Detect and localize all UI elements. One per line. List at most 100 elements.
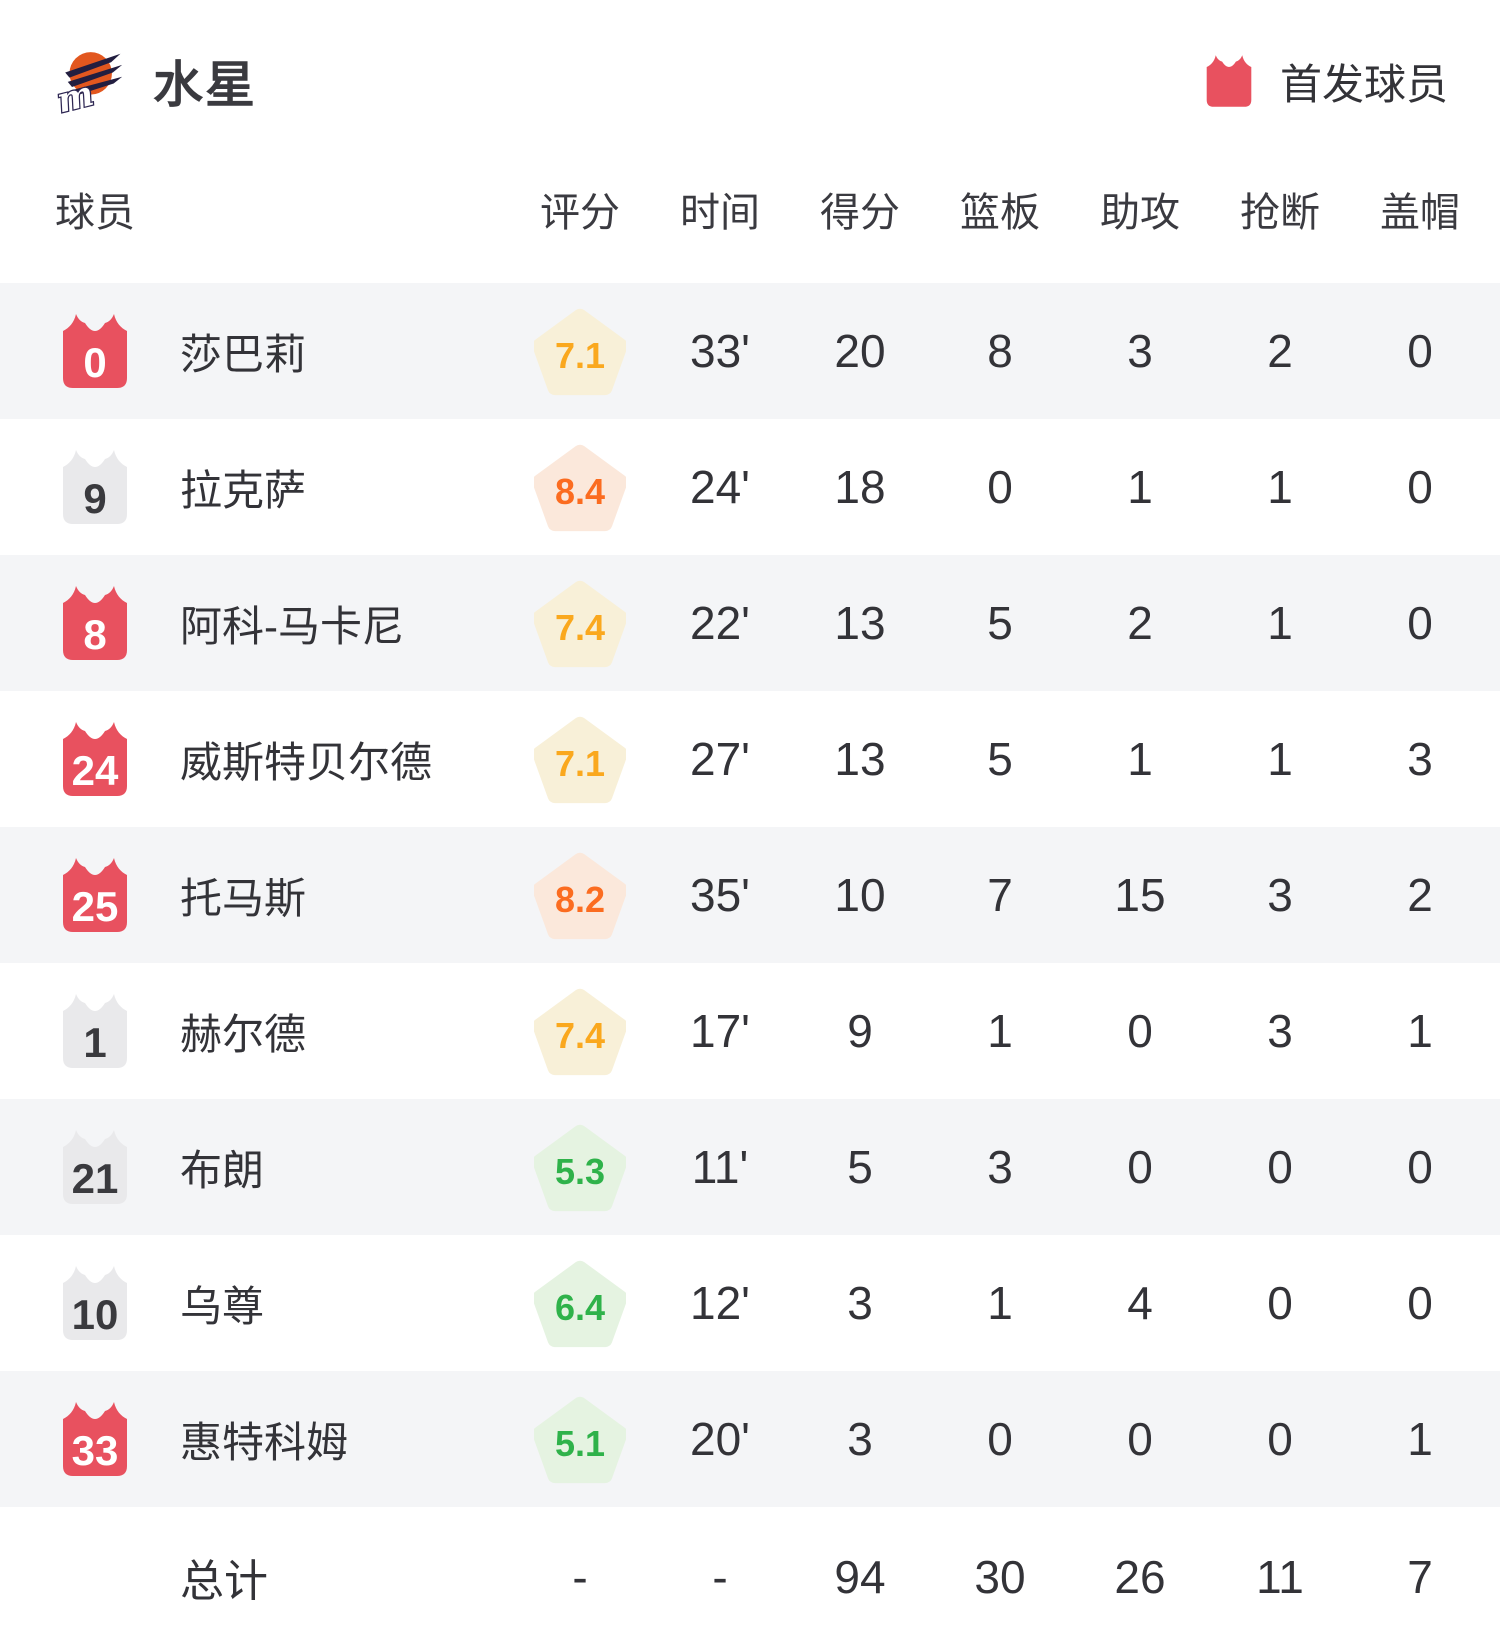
rating-badge: 5.1 bbox=[534, 1394, 626, 1484]
player-row[interactable]: 0 莎巴莉 7.1 33' 20 8 3 2 0 bbox=[0, 283, 1500, 419]
jersey-icon bbox=[63, 450, 127, 524]
col-header-blocks: 盖帽 bbox=[1380, 191, 1460, 235]
rating-value: 5.1 bbox=[554, 1423, 606, 1464]
jersey-number: 21 bbox=[71, 1155, 119, 1202]
rebounds-value: 1 bbox=[987, 1005, 1013, 1057]
assists-value: 1 bbox=[1127, 461, 1153, 513]
jersey-icon bbox=[63, 586, 127, 660]
player-table: 0 莎巴莉 7.1 33' 20 8 3 2 0 9 bbox=[0, 283, 1500, 1507]
rebounds-value: 8 bbox=[987, 325, 1013, 377]
jersey-badge: 24 bbox=[62, 721, 128, 797]
assists-value: 1 bbox=[1127, 733, 1153, 785]
jersey-number: 0 bbox=[83, 339, 107, 386]
player-name: 莎巴莉 bbox=[180, 330, 307, 378]
steals-value: 0 bbox=[1267, 1413, 1293, 1465]
blocks-value: 0 bbox=[1407, 1141, 1433, 1193]
points-value: 5 bbox=[847, 1141, 873, 1193]
minutes-value: 20' bbox=[690, 1413, 750, 1465]
rating-value: 7.4 bbox=[554, 607, 606, 648]
points-value: 3 bbox=[847, 1413, 873, 1465]
points-value: 13 bbox=[834, 597, 886, 649]
player-row[interactable]: 33 惠特科姆 5.1 20' 3 0 0 0 1 bbox=[0, 1371, 1500, 1507]
rating-pentagon-icon bbox=[534, 716, 626, 804]
starter-legend: 首发球员 bbox=[1206, 51, 1448, 112]
points-value: 3 bbox=[847, 1277, 873, 1329]
totals-assists: 26 bbox=[1114, 1551, 1166, 1603]
jersey-badge: 1 bbox=[62, 993, 128, 1069]
rating-pentagon-icon bbox=[534, 1396, 626, 1484]
jersey-number: 1 bbox=[83, 1019, 107, 1066]
col-header-steals: 抢断 bbox=[1240, 191, 1320, 235]
assists-value: 4 bbox=[1127, 1277, 1153, 1329]
player-row[interactable]: 10 乌尊 6.4 12' 3 1 4 0 0 bbox=[0, 1235, 1500, 1371]
assists-value: 0 bbox=[1127, 1005, 1153, 1057]
blocks-value: 0 bbox=[1407, 597, 1433, 649]
jersey-icon bbox=[63, 722, 127, 796]
col-header-time: 时间 bbox=[680, 191, 760, 235]
rating-pentagon-icon bbox=[534, 852, 626, 940]
col-header-assists: 助攻 bbox=[1100, 191, 1180, 235]
blocks-value: 3 bbox=[1407, 733, 1433, 785]
jersey-icon bbox=[63, 994, 127, 1068]
totals-rebounds: 30 bbox=[974, 1551, 1026, 1603]
blocks-value: 0 bbox=[1407, 461, 1433, 513]
jersey-badge: 21 bbox=[62, 1129, 128, 1205]
rating-value: 7.1 bbox=[554, 335, 606, 376]
jersey-badge: 25 bbox=[62, 857, 128, 933]
rebounds-value: 0 bbox=[987, 461, 1013, 513]
totals-steals: 11 bbox=[1256, 1551, 1304, 1603]
minutes-value: 27' bbox=[690, 733, 750, 785]
points-value: 13 bbox=[834, 733, 886, 785]
points-value: 9 bbox=[847, 1005, 873, 1057]
points-value: 10 bbox=[834, 869, 886, 921]
jersey-icon bbox=[63, 1266, 127, 1340]
player-row[interactable]: 9 拉克萨 8.4 24' 18 0 1 1 0 bbox=[0, 419, 1500, 555]
minutes-value: 12' bbox=[690, 1277, 750, 1329]
player-name: 布朗 bbox=[180, 1146, 265, 1194]
player-row[interactable]: 25 托马斯 8.2 35' 10 7 15 3 2 bbox=[0, 827, 1500, 963]
blocks-value: 1 bbox=[1407, 1413, 1433, 1465]
rating-pentagon-icon bbox=[534, 580, 626, 668]
jersey-icon bbox=[63, 1402, 127, 1476]
jersey-number: 9 bbox=[83, 475, 107, 522]
minutes-value: 24' bbox=[690, 461, 750, 513]
starter-legend-label: 首发球员 bbox=[1279, 60, 1448, 108]
team-header: m 水星 首发球员 bbox=[0, 0, 1500, 117]
team-name: 水星 bbox=[153, 57, 257, 113]
minutes-value: 11' bbox=[691, 1141, 749, 1193]
col-header-player: 球员 bbox=[55, 191, 135, 235]
assists-value: 0 bbox=[1127, 1141, 1153, 1193]
player-row[interactable]: 24 威斯特贝尔德 7.1 27' 13 5 1 1 3 bbox=[0, 691, 1500, 827]
player-row[interactable]: 21 布朗 5.3 11' 5 3 0 0 0 bbox=[0, 1099, 1500, 1235]
rating-pentagon-icon bbox=[534, 988, 626, 1076]
player-name: 赫尔德 bbox=[180, 1010, 307, 1058]
rating-value: 8.4 bbox=[554, 471, 606, 512]
team-info: m 水星 bbox=[55, 45, 257, 117]
points-value: 18 bbox=[834, 461, 886, 513]
steals-value: 3 bbox=[1267, 869, 1293, 921]
jersey-icon bbox=[63, 858, 127, 932]
totals-label: 总计 bbox=[180, 1557, 268, 1606]
steals-value: 1 bbox=[1267, 461, 1293, 513]
jersey-number: 33 bbox=[71, 1427, 119, 1474]
rating-value: 7.1 bbox=[554, 743, 606, 784]
team-logo-icon: m bbox=[55, 52, 123, 115]
jersey-badge: 9 bbox=[62, 449, 128, 525]
rebounds-value: 1 bbox=[987, 1277, 1013, 1329]
jersey-badge: 8 bbox=[62, 585, 128, 661]
totals-time: - bbox=[712, 1551, 728, 1603]
totals-points: 94 bbox=[834, 1551, 886, 1603]
rebounds-value: 5 bbox=[987, 597, 1013, 649]
player-row[interactable]: 8 阿科-马卡尼 7.4 22' 13 5 2 1 0 bbox=[0, 555, 1500, 691]
totals-row: 总计 - - 94 30 26 11 7 bbox=[0, 1507, 1500, 1647]
totals-blocks: 7 bbox=[1407, 1551, 1433, 1603]
blocks-value: 2 bbox=[1407, 869, 1433, 921]
player-name: 阿科-马卡尼 bbox=[180, 602, 404, 650]
player-row[interactable]: 1 赫尔德 7.4 17' 9 1 0 3 1 bbox=[0, 963, 1500, 1099]
minutes-value: 22' bbox=[690, 597, 750, 649]
rating-pentagon-icon bbox=[534, 1260, 626, 1348]
player-name: 拉克萨 bbox=[180, 466, 307, 514]
jersey-number: 25 bbox=[71, 883, 119, 930]
rebounds-value: 5 bbox=[987, 733, 1013, 785]
points-value: 20 bbox=[834, 325, 886, 377]
